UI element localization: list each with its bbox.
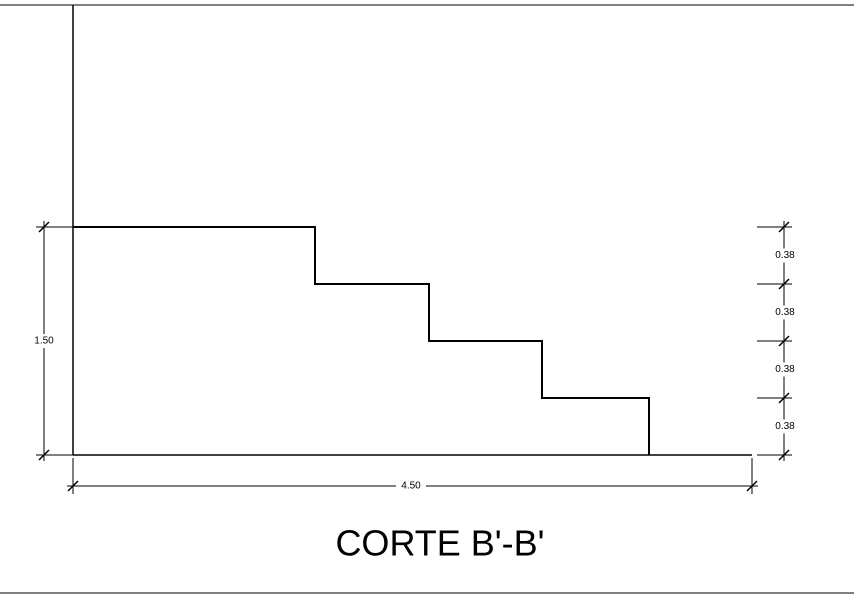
label-bg <box>770 419 800 434</box>
section-title: CORTE B'-B' <box>335 523 544 564</box>
riser-dimensions: 0.38 0.38 0.38 0.38 <box>757 221 800 461</box>
length-label: 4.50 <box>401 481 421 492</box>
stair-profile <box>73 226 650 455</box>
height-dimension: 1.50 <box>30 221 73 461</box>
dimension-tick <box>778 392 790 404</box>
riser-label: 0.38 <box>775 421 795 432</box>
riser-label: 0.38 <box>775 307 795 318</box>
label-bg <box>770 248 800 263</box>
riser-label: 0.38 <box>775 250 795 261</box>
label-bg <box>770 305 800 320</box>
dimension-tick <box>778 449 790 461</box>
height-label: 1.50 <box>34 336 54 347</box>
dimension-tick <box>778 221 790 233</box>
length-dimension: 4.50 <box>67 458 758 494</box>
riser-label: 0.38 <box>775 364 795 375</box>
label-bg <box>770 362 800 377</box>
dimension-tick <box>778 278 790 290</box>
dimension-tick <box>778 335 790 347</box>
